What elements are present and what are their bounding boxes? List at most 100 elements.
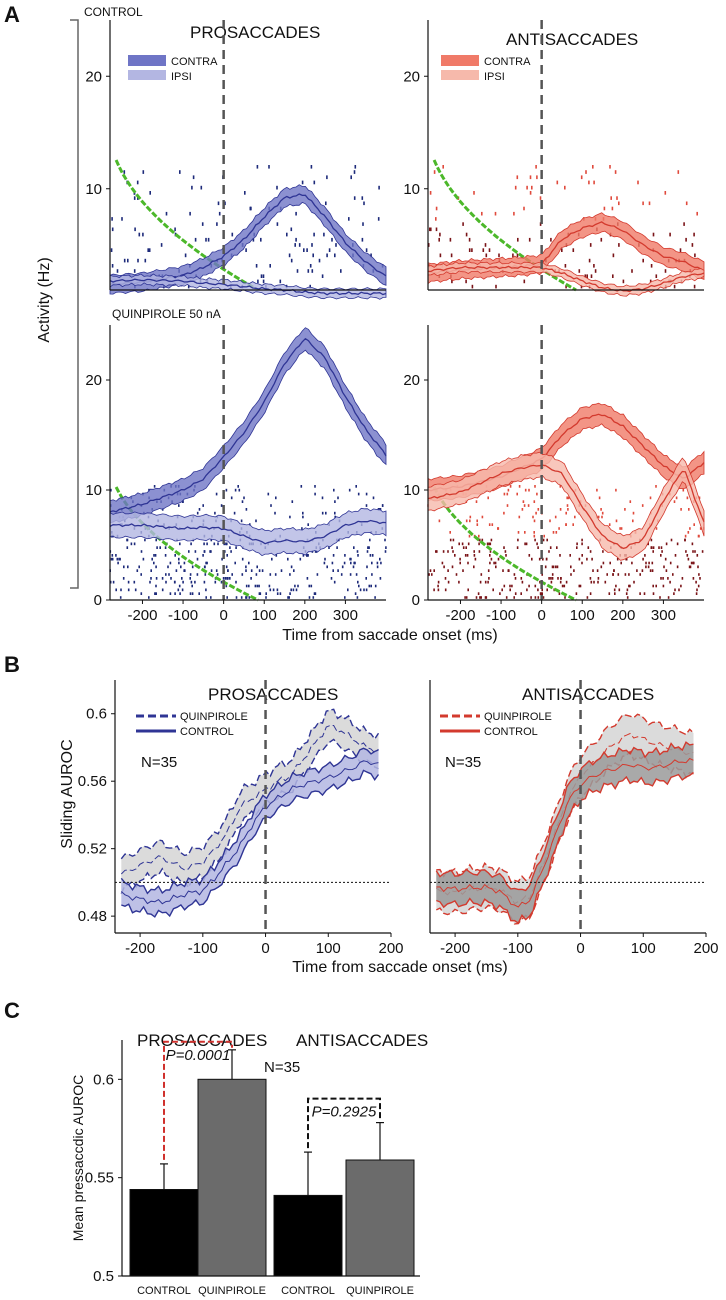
b-xlabel: Time from saccade onset (ms): [292, 959, 507, 976]
c-title-prosaccades: PROSACCADES: [137, 1031, 267, 1050]
legend-anti-ipsi-swatch: [441, 70, 479, 80]
bar-label-control: CONTROL: [281, 1285, 335, 1297]
panel-b-plots: 0.48 0.52 0.56 0.6 -200 -100 0 100 200 -200 -100 0 1…: [78, 680, 719, 957]
x-tick-label: 0: [576, 940, 584, 957]
band-ipsi: [109, 507, 387, 557]
a-legend-pro: CONTRA IPSI: [128, 55, 218, 83]
x-tick-label: -200: [127, 607, 157, 624]
sig-bracket-pro-label: P=0.0001: [166, 1047, 231, 1064]
band-control: [121, 748, 379, 917]
x-tick-label: 200: [693, 940, 718, 957]
mean-line-contra: [109, 337, 387, 513]
mean-line-ipsi: [109, 278, 387, 296]
mean-line-control: [436, 757, 694, 908]
mean-line-ipsi: [427, 464, 705, 550]
a-ylabel: Activity (Hz): [36, 257, 53, 342]
band-contra: [109, 327, 387, 524]
b-title-prosaccades: PROSACCADES: [208, 685, 338, 704]
mean-line-control: [120, 760, 379, 905]
edge-lower-quinpirole: [435, 750, 694, 925]
y-tick-label: 0.52: [78, 841, 107, 858]
a-title-antisaccades: ANTISACCADES: [506, 30, 638, 49]
a-xlabel: Time from saccade onset (ms): [282, 627, 497, 644]
x-tick-label: 0: [261, 940, 269, 957]
b-legend-pro-quin-label: QUINPIROLE: [180, 711, 248, 723]
legend-anti-contra-swatch: [441, 55, 479, 66]
bar-label-quinpirole: QUINPIROLE: [346, 1285, 414, 1297]
b-legend-pro-ctrl-label: CONTROL: [180, 726, 234, 738]
c-ylabel: Mean pressaccdic AUROC: [70, 1075, 86, 1242]
y-tick-label: 0.6: [93, 1071, 114, 1088]
y-tick-label: 20: [403, 68, 420, 85]
sig-bracket-anti-label: P=0.2925: [312, 1104, 377, 1121]
bar-control-anti: [273, 1194, 343, 1277]
row-label-quinpirole: QUINPIROLE 50 nA: [112, 307, 221, 321]
legend-pro-contra-swatch: [128, 55, 166, 66]
band-quinpirole: [121, 709, 379, 894]
edge-lower-quinpirole: [120, 738, 379, 895]
b-legend-anti-quin-label: QUINPIROLE: [484, 711, 552, 723]
a-panel-quinpirole-anti: 0 10 20 -200 -100 0 100 200 300: [403, 325, 705, 624]
band-control: [436, 742, 694, 924]
b-ylabel: Sliding AUROC: [59, 739, 76, 848]
y-tick-label: 20: [403, 372, 420, 389]
y-tick-label: 0.56: [78, 773, 107, 790]
panel-c-plot: CONTROL QUINPIROLE CONTROL QUINPIROLE P=0.00…: [85, 1040, 420, 1297]
legend-anti-ipsi-label: IPSI: [484, 71, 505, 83]
band-ipsi: [427, 451, 705, 561]
sig-bracket-pro: [163, 1040, 233, 1160]
b-pro-n-label: N=35: [141, 754, 177, 771]
green-event-curve: [114, 486, 259, 602]
y-tick-label: 0: [412, 592, 420, 609]
band-ipsi: [427, 261, 705, 297]
b-panel-anti: -200 -100 0 100 200: [429, 680, 719, 957]
b-anti-n-label: N=35: [445, 754, 481, 771]
x-tick-label: 300: [651, 607, 676, 624]
b-legend-pro: QUINPIROLE CONTROL N=35: [136, 711, 248, 771]
y-tick-label: 0.6: [86, 706, 107, 723]
y-tick-label: 10: [85, 482, 102, 499]
edge-upper-quinpirole: [120, 708, 380, 860]
green-event-curve: [114, 159, 259, 292]
a-legend-anti: CONTRA IPSI: [441, 55, 531, 83]
x-tick-label: 200: [610, 607, 635, 624]
edge-upper-quinpirole: [436, 713, 694, 883]
bar-control-pro: [129, 1189, 199, 1277]
y-tick-label: 10: [403, 181, 420, 198]
green-event-curve: [432, 486, 577, 602]
y-tick-label: 0.5: [93, 1268, 114, 1285]
legend-pro-contra-label: CONTRA: [171, 56, 218, 68]
legend-pro-ipsi-swatch: [128, 70, 166, 80]
bar-label-control: CONTROL: [137, 1285, 191, 1297]
x-tick-label: -200: [440, 940, 470, 957]
y-tick-label: 20: [85, 68, 102, 85]
sig-bracket-anti: [307, 1097, 381, 1149]
edge-lower-control: [121, 769, 380, 918]
x-tick-label: 300: [333, 607, 358, 624]
c-n-label: N=35: [264, 1059, 300, 1076]
b-title-antisaccades: ANTISACCADES: [522, 685, 654, 704]
y-tick-label: 0.55: [85, 1170, 114, 1187]
mean-line-ipsi: [109, 519, 387, 545]
x-tick-label: -100: [168, 607, 198, 624]
x-tick-label: 100: [631, 940, 656, 957]
x-tick-label: 0: [219, 607, 227, 624]
x-tick-label: -100: [503, 940, 533, 957]
mean-line-ipsi: [427, 265, 705, 293]
x-tick-label: -100: [188, 940, 218, 957]
y-tick-label: 20: [85, 372, 102, 389]
panel-label-a: A: [4, 2, 20, 27]
row-label-control: CONTROL: [84, 5, 143, 19]
edge-lower-control: [436, 771, 694, 925]
x-tick-label: 100: [252, 607, 277, 624]
bar-quinpirole-anti: [345, 1159, 415, 1277]
y-tick-label: 0: [94, 592, 102, 609]
edge-upper-control: [435, 741, 694, 892]
panel-label-c: C: [4, 998, 20, 1023]
a-ylabel-bracket: [70, 19, 79, 589]
b-panel-pro: 0.48 0.52 0.56 0.6 -200 -100 0 100 200: [78, 680, 404, 957]
x-tick-label: 200: [292, 607, 317, 624]
bar-quinpirole-pro: [197, 1078, 267, 1277]
